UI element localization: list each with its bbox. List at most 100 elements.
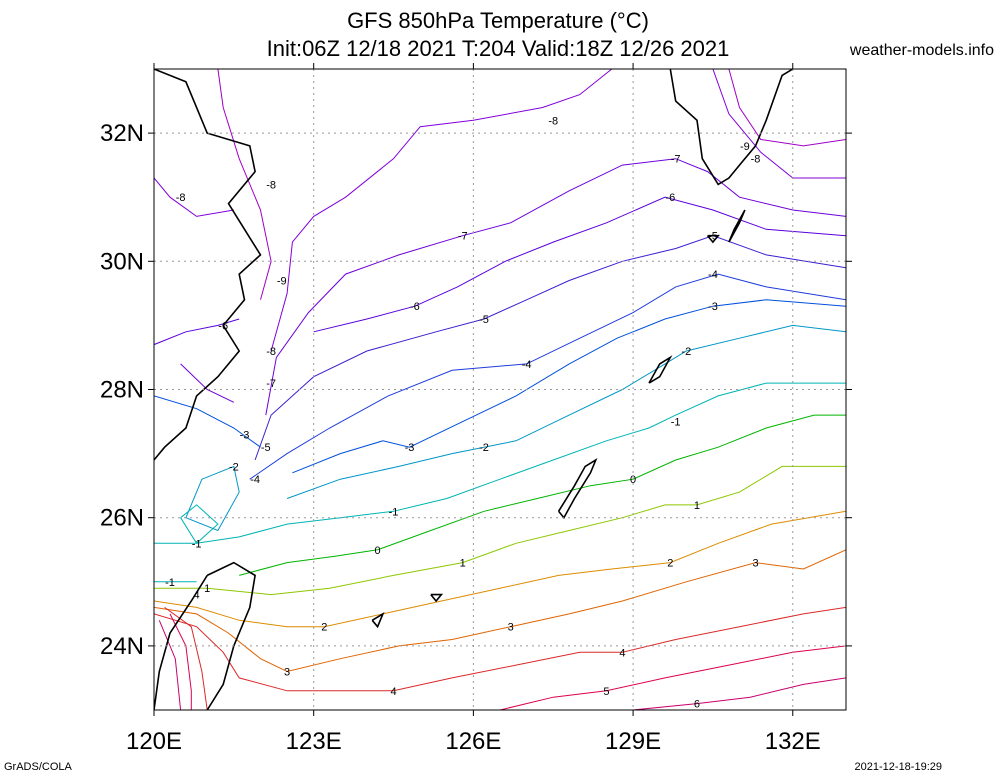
isotherm-1	[154, 465, 846, 596]
lon-tick-label: 132E	[765, 728, 821, 755]
contour-label: 4	[619, 647, 625, 659]
contour-label: 0	[375, 545, 381, 557]
coastline	[430, 593, 444, 603]
contour-label: -3	[708, 301, 718, 313]
contour-label: 1	[460, 558, 466, 570]
contour-label: 5	[603, 686, 609, 698]
coastline	[206, 561, 256, 710]
lat-tick-label: 26N	[100, 505, 144, 532]
contour-label: 3	[284, 667, 290, 679]
lat-lon-grid	[154, 69, 846, 710]
coastline	[371, 611, 385, 629]
contour-label: 4	[390, 686, 396, 698]
coastline	[154, 69, 262, 461]
contour-label: -9	[277, 276, 287, 288]
isotherm-5	[169, 613, 192, 710]
contour-label: -9	[740, 141, 750, 153]
contour-label: -8	[266, 179, 276, 191]
isotherm--3	[154, 395, 261, 448]
coastlines	[154, 69, 794, 710]
contour-label: 1	[204, 583, 210, 595]
isotherm--9	[728, 69, 846, 147]
isotherm-4	[154, 606, 846, 692]
contour-label: -2	[681, 346, 691, 358]
contour-label: -3	[405, 442, 415, 454]
coastline	[669, 69, 794, 186]
isotherm-2	[154, 510, 846, 628]
isotherm-0	[239, 414, 846, 576]
contour-label: -6	[665, 192, 675, 204]
isotherm--5	[254, 235, 846, 461]
lat-tick-label: 30N	[100, 248, 144, 275]
coastline	[728, 209, 746, 243]
software-credit: GrADS/COLA	[4, 761, 72, 773]
contour-label: -5	[479, 314, 489, 326]
contour-label: -1	[165, 577, 175, 589]
contour-label: 0	[630, 474, 636, 486]
map-subtitle-init-valid: Init:06Z 12/18 2021 T:204 Valid:18Z 12/2…	[266, 36, 730, 61]
isotherm--7	[180, 363, 235, 403]
coastline	[706, 234, 720, 244]
contour-label: 2	[321, 622, 327, 634]
render-timestamp: 2021-12-18-19:29	[854, 761, 942, 773]
contour-label: -7	[671, 154, 681, 166]
contour-labels: -8-9-8-7-8-8 -6-5-7-4-9-6 -3-5-6-2-8-4-7-1…	[165, 115, 760, 710]
lon-tick-label: 123E	[286, 728, 342, 755]
lon-tick-label: 129E	[605, 728, 661, 755]
isotherm--8	[270, 69, 613, 352]
lat-tick-label: 24N	[100, 633, 144, 660]
isotherm--1	[180, 504, 219, 545]
isotherm--3	[292, 299, 846, 474]
coastline	[154, 574, 208, 710]
contour-label: -4	[522, 359, 532, 371]
coastline	[557, 458, 598, 520]
contour-label: -4	[708, 269, 718, 281]
coastline	[648, 355, 673, 384]
contour-label: -4	[250, 474, 260, 486]
contour-label: -6	[218, 320, 228, 332]
contour-label: -7	[266, 378, 276, 390]
contour-label: -3	[240, 429, 250, 441]
isotherm--6	[313, 196, 846, 333]
contour-label: -1	[671, 417, 681, 429]
isotherm--6	[154, 318, 240, 346]
contour-label: -8	[548, 115, 558, 127]
lon-tick-label: 126E	[445, 728, 501, 755]
contour-label: 2	[667, 558, 673, 570]
isotherm-6	[158, 620, 182, 710]
map-title: GFS 850hPa Temperature (°C)	[347, 8, 649, 33]
site-watermark: weather-models.info	[849, 42, 994, 59]
contour-label: -1	[192, 538, 202, 550]
contour-label: -5	[261, 442, 271, 454]
isotherm--8	[154, 177, 234, 217]
contour-label: 3	[508, 622, 514, 634]
contour-label: 4	[194, 590, 200, 602]
contour-label: -1	[389, 506, 399, 518]
lon-tick-label: 120E	[126, 728, 182, 755]
isotherm--1	[154, 382, 846, 544]
isotherm-5	[499, 645, 846, 710]
contour-label: -2	[229, 461, 239, 473]
contour-label: -8	[751, 154, 761, 166]
contour-label: -8	[266, 346, 276, 358]
isotherm--9	[217, 69, 272, 300]
isotherm--2	[185, 465, 240, 532]
contour-label: 3	[752, 558, 758, 570]
contour-label: 1	[694, 500, 700, 512]
isotherm--8	[712, 69, 846, 179]
contour-label: -7	[458, 231, 468, 243]
isotherm-6	[633, 677, 846, 710]
isotherm--7	[265, 158, 846, 416]
isotherm--2	[286, 324, 846, 499]
lat-tick-label: 28N	[100, 377, 144, 404]
isotherm--4	[249, 273, 846, 480]
contour-label: -5	[708, 231, 718, 243]
axis-ticks: 120E 123E 126E 129E 132E 24N 26N 28N 30N 32N	[100, 63, 852, 755]
contour-label: -2	[479, 442, 489, 454]
contour-label: 6	[694, 699, 700, 711]
isotherm-4	[164, 606, 208, 710]
lat-tick-label: 32N	[100, 120, 144, 147]
contour-label: -8	[176, 192, 186, 204]
contour-label: -6	[410, 301, 420, 313]
